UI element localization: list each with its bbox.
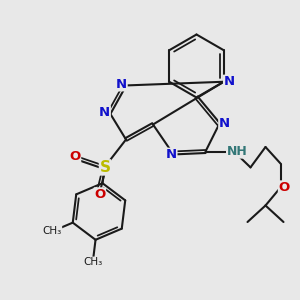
- Text: N: N: [99, 106, 110, 119]
- Text: S: S: [100, 160, 110, 175]
- Text: CH₃: CH₃: [83, 257, 102, 267]
- Text: N: N: [166, 148, 177, 161]
- Text: N: N: [224, 75, 235, 88]
- Text: O: O: [69, 150, 81, 164]
- Text: O: O: [94, 188, 106, 201]
- Text: NH: NH: [226, 145, 248, 158]
- Text: O: O: [278, 181, 290, 194]
- Text: CH₃: CH₃: [42, 226, 62, 236]
- Text: N: N: [219, 117, 230, 130]
- Text: N: N: [116, 78, 127, 91]
